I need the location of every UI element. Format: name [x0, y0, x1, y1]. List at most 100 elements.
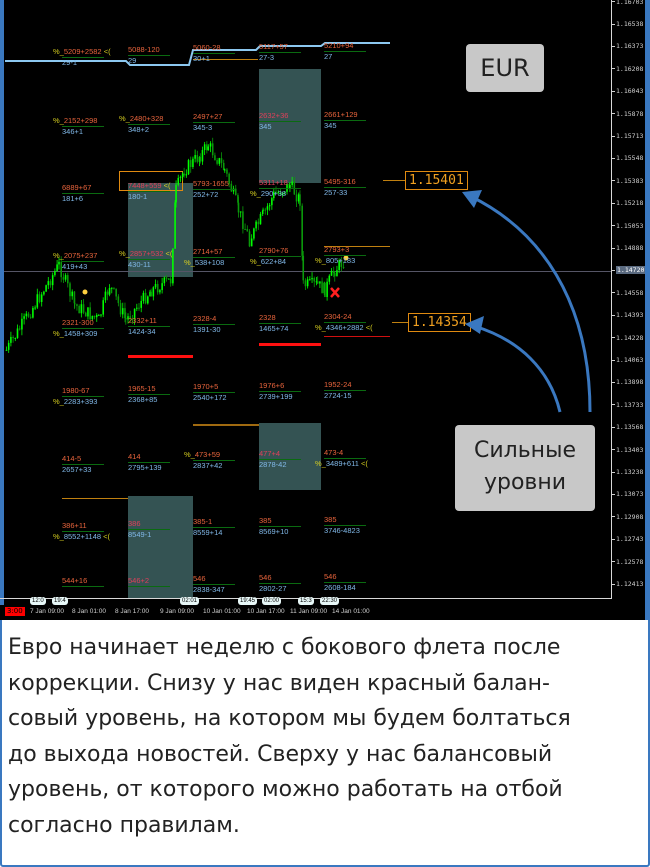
- level-underline: [62, 586, 104, 587]
- candle: [321, 281, 323, 294]
- level-label: 8549-1: [128, 530, 151, 539]
- event-marker[interactable]: 12:0: [30, 597, 46, 605]
- candle: [142, 292, 145, 301]
- level-value: 544+16: [62, 576, 88, 585]
- event-marker[interactable]: 02:00: [262, 597, 282, 605]
- percent-marker: %_: [184, 258, 195, 267]
- upper-level-price: 1.15401: [405, 171, 468, 190]
- candle: [289, 185, 291, 189]
- level-label: 414: [128, 452, 141, 461]
- lower-level-price: 1.14354: [408, 313, 471, 332]
- candle: [326, 281, 328, 297]
- level-value: 2368+85: [128, 395, 158, 404]
- level-value: 181+6: [62, 194, 84, 203]
- level-underline: [324, 187, 366, 188]
- candle: [264, 209, 267, 211]
- level-label: %_538+108: [184, 258, 224, 267]
- level-value: 2790+76: [259, 246, 289, 255]
- level-underline: [259, 583, 301, 584]
- candle: [216, 160, 218, 164]
- level-label: 386: [128, 519, 141, 528]
- level-value: 2632+36: [259, 111, 289, 120]
- level-label: 386+11: [62, 521, 87, 530]
- level-underline: [62, 328, 104, 329]
- level-underline: [324, 322, 366, 323]
- level-label: 1465+74: [259, 324, 288, 333]
- price-tick-label: 1.15548: [612, 154, 643, 163]
- level-label: 2497+27: [193, 112, 222, 121]
- level-label: 5210+94: [324, 41, 353, 50]
- level-value: 538+108: [194, 258, 225, 267]
- time-tick-label: 8 Jan 17:00: [115, 608, 149, 615]
- candle: [150, 291, 152, 297]
- price-tick-label: 1.15383: [612, 177, 643, 186]
- level-label: 6889+67: [62, 183, 91, 192]
- candle: [115, 288, 117, 297]
- level-label: 473-4: [324, 448, 343, 457]
- level-underline: [128, 55, 170, 56]
- level-label: %_4346+2882 <(: [315, 323, 373, 332]
- red-balance-line: [324, 336, 390, 337]
- candle: [34, 307, 36, 309]
- event-marker[interactable]: 02:01: [180, 597, 200, 605]
- level-label: 346+1: [62, 127, 83, 136]
- level-value: 546: [324, 572, 337, 581]
- candle: [214, 155, 216, 161]
- candle: [297, 194, 300, 202]
- red-balance-line: [128, 355, 193, 358]
- candle: [56, 264, 58, 271]
- level-value: 8569+10: [259, 527, 289, 536]
- level-value: 414-5: [62, 454, 82, 463]
- red-balance-line: [259, 343, 321, 346]
- level-value: 1980-67: [62, 386, 90, 395]
- candle: [32, 307, 34, 318]
- level-label: 546: [324, 572, 337, 581]
- level-value: 1391-30: [193, 325, 221, 334]
- event-marker[interactable]: 19:45: [238, 597, 258, 605]
- candle: [340, 260, 343, 267]
- event-marker[interactable]: 22:30: [320, 597, 340, 605]
- level-label: 546: [193, 574, 206, 583]
- time-tick-label: 8 Jan 01:00: [72, 608, 106, 615]
- current-time-label: 3:00: [5, 607, 25, 616]
- highlight-level-box: [119, 171, 183, 191]
- candle: [275, 191, 277, 194]
- level-value: 546: [259, 573, 272, 582]
- level-value: 4346+2882: [325, 323, 364, 332]
- level-label: 2724-15: [324, 391, 352, 400]
- level-label: 2304-24: [324, 312, 352, 321]
- level-value: 2497+27: [193, 112, 223, 121]
- candle: [179, 176, 182, 178]
- level-value: 2540+172: [193, 393, 227, 402]
- level-label: 345-3: [193, 123, 212, 132]
- candle: [228, 173, 230, 184]
- percent-marker: %_: [53, 532, 64, 541]
- level-value: 1976+6: [259, 381, 285, 390]
- price-tick-label: 1.16538: [612, 20, 643, 29]
- balance-zone: [128, 496, 193, 598]
- candle: [301, 205, 303, 256]
- level-label: 5060-28: [193, 43, 221, 52]
- level-label: 2368+85: [128, 395, 157, 404]
- level-label: 30+1: [193, 54, 210, 63]
- level-underline: [324, 255, 366, 256]
- balance-zone: [128, 183, 193, 277]
- level-value: 8559+14: [193, 528, 223, 537]
- candle: [237, 202, 240, 213]
- level-label: 430-11: [128, 260, 151, 269]
- candle: [175, 184, 177, 203]
- event-marker[interactable]: 19:4: [52, 597, 68, 605]
- level-label: 5311+18: [259, 178, 288, 187]
- level-value: 7448+559: [128, 181, 162, 190]
- level-label: 1980-67: [62, 386, 90, 395]
- level-underline: [193, 189, 235, 190]
- candle: [211, 143, 214, 156]
- level-value: 2724-15: [324, 391, 352, 400]
- event-marker[interactable]: 15:3: [298, 597, 314, 605]
- price-chart[interactable]: %_5209+2582 <(29-1 %_2152+298 346+1 6889+67…: [0, 0, 650, 620]
- level-label: %_805+183: [315, 256, 355, 265]
- level-value: 2857+532: [129, 249, 164, 258]
- level-underline: [62, 57, 104, 58]
- level-underline: [193, 527, 235, 528]
- level-value: 386: [128, 519, 141, 528]
